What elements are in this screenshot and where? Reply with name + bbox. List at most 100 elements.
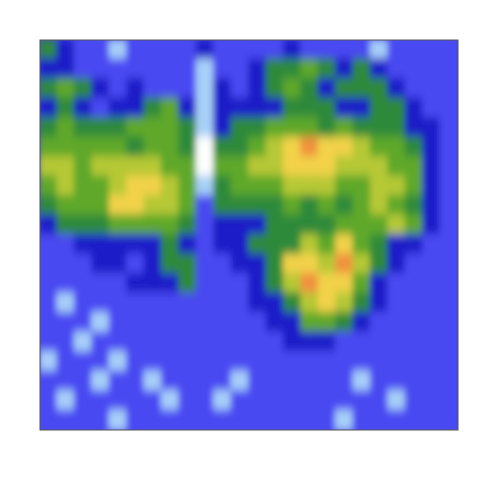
heatmap-cell — [231, 117, 250, 139]
heatmap-cell — [318, 195, 337, 217]
heatmap-cell — [196, 59, 215, 81]
heatmap-cell — [370, 312, 389, 334]
heatmap-cell — [248, 137, 267, 159]
heatmap-cell — [196, 117, 215, 139]
heatmap-cell — [353, 215, 372, 237]
heatmap-cell — [405, 215, 424, 237]
heatmap-cell — [318, 78, 337, 100]
heatmap-cell — [144, 293, 163, 315]
heatmap-cell — [300, 195, 319, 217]
heatmap-cell — [109, 410, 128, 431]
heatmap-cell — [300, 176, 319, 198]
heatmap-cell — [335, 40, 354, 61]
heatmap-cell — [387, 215, 406, 237]
heatmap-cell — [91, 234, 110, 256]
heatmap-cell — [335, 293, 354, 315]
heatmap-cell — [405, 59, 424, 81]
heatmap-cell — [353, 98, 372, 120]
heatmap-cell — [126, 98, 145, 120]
heatmap-cell — [161, 273, 180, 295]
heatmap-cell — [126, 78, 145, 100]
heatmap-cell — [248, 332, 267, 354]
heatmap-cell — [109, 293, 128, 315]
heatmap-cell — [40, 351, 58, 373]
heatmap-cell — [231, 156, 250, 178]
heatmap-cell — [248, 195, 267, 217]
heatmap-cell — [178, 234, 197, 256]
heatmap-cell — [440, 371, 458, 393]
heatmap-cell — [335, 371, 354, 393]
heatmap-cell — [370, 156, 389, 178]
heatmap-cell — [387, 40, 406, 61]
heatmap-cell — [283, 254, 302, 276]
heatmap-cell — [353, 59, 372, 81]
heatmap-cell — [56, 371, 75, 393]
heatmap-cell — [440, 351, 458, 373]
heatmap-cell — [196, 332, 215, 354]
heatmap-cell — [213, 254, 232, 276]
heatmap-cell — [126, 234, 145, 256]
heatmap-cell — [353, 351, 372, 373]
heatmap-cell — [335, 254, 354, 276]
heatmap-cell — [109, 215, 128, 237]
heatmap-cell — [283, 40, 302, 61]
heatmap-cell — [213, 312, 232, 334]
heatmap-cell — [56, 137, 75, 159]
heatmap-cell — [300, 59, 319, 81]
heatmap-cell — [318, 273, 337, 295]
heatmap-cell — [405, 137, 424, 159]
heatmap-cell — [144, 59, 163, 81]
heatmap-cell — [74, 156, 93, 178]
heatmap-cell — [91, 59, 110, 81]
heatmap-cell — [91, 293, 110, 315]
heatmap-cell — [161, 332, 180, 354]
heatmap-cell — [265, 215, 284, 237]
heatmap-cell — [318, 176, 337, 198]
heatmap-cell — [91, 137, 110, 159]
heatmap-cell — [144, 312, 163, 334]
heatmap-cell — [370, 273, 389, 295]
heatmap-cell — [178, 410, 197, 431]
heatmap-cell — [387, 410, 406, 431]
heatmap-cell — [353, 312, 372, 334]
heatmap-cell — [300, 78, 319, 100]
heatmap-cell — [405, 312, 424, 334]
heatmap-cell — [283, 59, 302, 81]
heatmap-cell — [370, 98, 389, 120]
heatmap-cell — [283, 351, 302, 373]
heatmap-cell — [178, 215, 197, 237]
heatmap-cell — [248, 371, 267, 393]
heatmap-cell — [91, 78, 110, 100]
heatmap-cell — [161, 40, 180, 61]
heatmap-cell — [318, 390, 337, 412]
heatmap-cell — [231, 312, 250, 334]
heatmap-cell — [213, 176, 232, 198]
heatmap-cell — [265, 371, 284, 393]
heatmap-cell — [144, 137, 163, 159]
heatmap-cell — [283, 156, 302, 178]
heatmap-cell — [405, 78, 424, 100]
heatmap-cell — [91, 273, 110, 295]
heatmap-cell — [161, 98, 180, 120]
heatmap-cell — [74, 293, 93, 315]
heatmap-cell — [335, 410, 354, 431]
heatmap-cell — [440, 410, 458, 431]
heatmap-cell — [40, 312, 58, 334]
heatmap-cell — [56, 176, 75, 198]
cells — [40, 40, 458, 430]
heatmap-cell — [440, 40, 458, 61]
heatmap-cell — [74, 371, 93, 393]
heatmap-cell — [213, 234, 232, 256]
heatmap-cell — [178, 156, 197, 178]
heatmap-cell — [144, 351, 163, 373]
heatmap-cell — [422, 137, 441, 159]
heatmap-cell — [231, 371, 250, 393]
heatmap-cell — [318, 156, 337, 178]
heatmap-cell — [370, 234, 389, 256]
heatmap-cell — [422, 254, 441, 276]
heatmap-cell — [196, 351, 215, 373]
heatmap-cell — [335, 98, 354, 120]
heatmap-cell — [196, 273, 215, 295]
plot — [39, 39, 459, 431]
heatmap-cell — [161, 215, 180, 237]
